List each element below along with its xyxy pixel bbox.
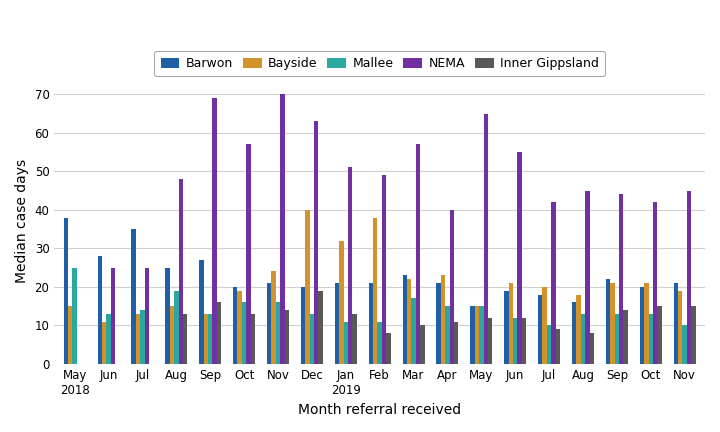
Bar [271,271,276,364]
Bar [170,306,174,364]
Bar [640,287,644,364]
Bar [369,283,373,364]
Bar [577,295,581,364]
Bar [352,314,357,364]
Bar [107,314,111,364]
Bar [301,287,305,364]
X-axis label: Month referral received: Month referral received [298,403,462,417]
Bar [547,325,552,364]
Bar [504,291,508,364]
Bar [233,287,238,364]
Bar [140,310,145,364]
Bar [687,191,691,364]
Bar [538,295,542,364]
Bar [644,283,649,364]
Bar [318,291,323,364]
Bar [508,283,513,364]
Bar [242,302,246,364]
Bar [335,283,339,364]
Bar [238,291,242,364]
Bar [373,218,377,364]
Bar [386,333,391,364]
Bar [484,114,488,364]
Bar [657,306,662,364]
Bar [276,302,280,364]
Bar [131,229,136,364]
Bar [407,279,411,364]
Bar [339,241,343,364]
Bar [204,314,208,364]
Bar [102,321,107,364]
Bar [212,98,217,364]
Bar [513,318,518,364]
Bar [441,275,445,364]
Bar [310,314,314,364]
Bar [174,291,179,364]
Bar [63,218,68,364]
Bar [145,267,149,364]
Bar [280,94,284,364]
Bar [208,314,212,364]
Bar [653,202,657,364]
Bar [581,314,585,364]
Bar [246,144,251,364]
Bar [314,121,318,364]
Bar [445,306,449,364]
Bar [542,287,547,364]
Legend: Barwon, Bayside, Mallee, NEMA, Inner Gippsland: Barwon, Bayside, Mallee, NEMA, Inner Gip… [154,51,605,76]
Bar [470,306,474,364]
Bar [136,314,140,364]
Bar [683,325,687,364]
Bar [305,210,310,364]
Bar [572,302,577,364]
Bar [348,168,352,364]
Bar [111,267,115,364]
Bar [402,275,407,364]
Bar [267,283,271,364]
Bar [420,325,425,364]
Bar [474,306,479,364]
Bar [217,302,221,364]
Bar [436,283,441,364]
Bar [585,191,590,364]
Bar [615,314,619,364]
Bar [411,299,415,364]
Bar [479,306,484,364]
Bar [678,291,683,364]
Bar [68,306,73,364]
Bar [449,210,454,364]
Bar [606,279,611,364]
Bar [183,314,187,364]
Bar [556,329,560,364]
Bar [522,318,526,364]
Bar [488,318,492,364]
Bar [179,179,183,364]
Bar [377,321,382,364]
Y-axis label: Median case days: Median case days [15,159,29,283]
Bar [611,283,615,364]
Bar [251,314,255,364]
Bar [552,202,556,364]
Bar [674,283,678,364]
Bar [97,256,102,364]
Bar [624,310,628,364]
Bar [649,314,653,364]
Bar [619,194,624,364]
Bar [518,152,522,364]
Bar [284,310,289,364]
Bar [343,321,348,364]
Bar [415,144,420,364]
Bar [166,267,170,364]
Bar [199,260,204,364]
Bar [691,306,696,364]
Bar [590,333,594,364]
Bar [382,175,386,364]
Bar [73,267,77,364]
Bar [454,321,459,364]
